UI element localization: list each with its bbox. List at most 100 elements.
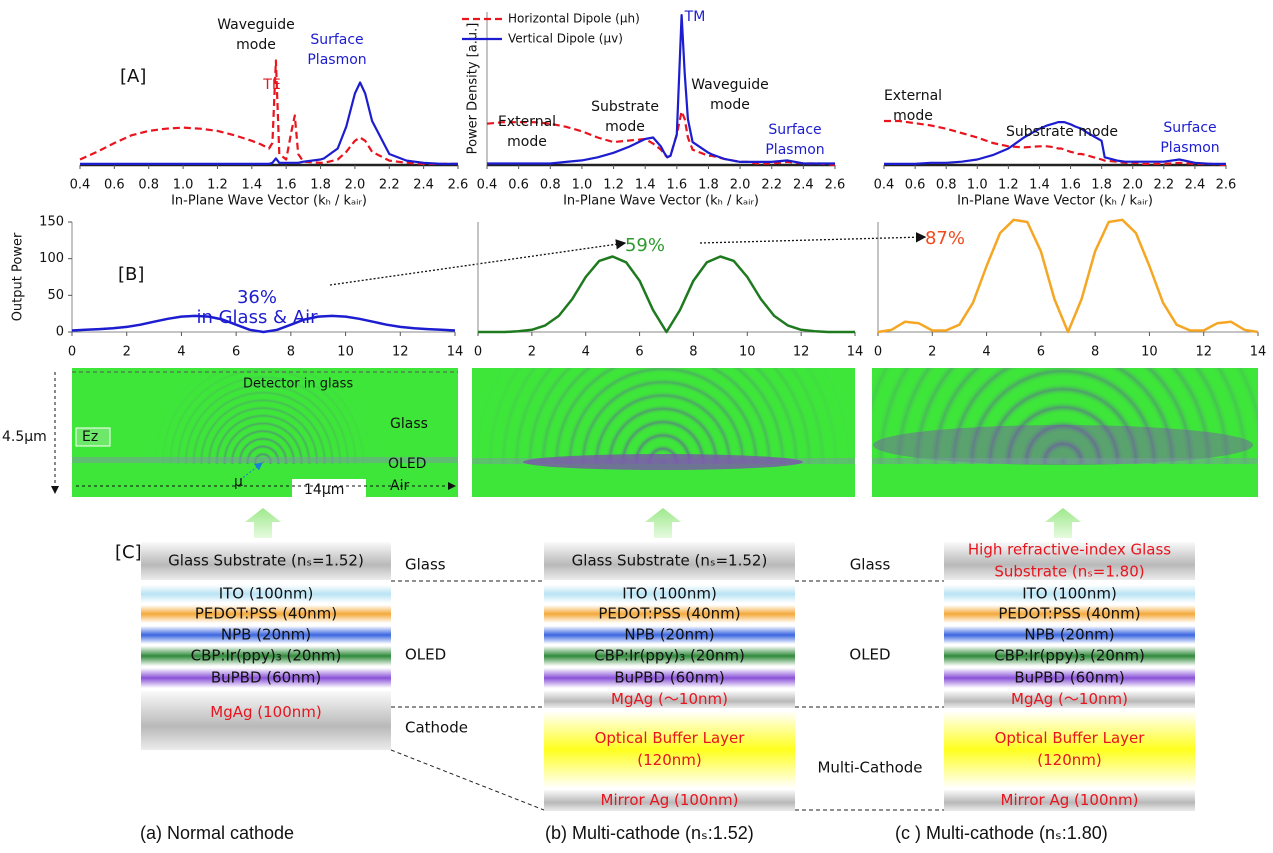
layer-label: ITO (100nm) — [1022, 585, 1117, 603]
annotation: External — [884, 88, 942, 104]
layer-label: PEDOT:PSS (40nm) — [998, 605, 1140, 623]
annotation: 59% — [625, 235, 665, 256]
annotation: Waveguide — [217, 17, 295, 33]
field-label: Detector in glass — [243, 377, 353, 392]
layer-label: Optical Buffer Layer — [595, 729, 746, 747]
x-tick-label: 1.8 — [1091, 178, 1112, 193]
layer-label: High refractive-index Glass — [968, 541, 1171, 559]
x-tick-label: 0.6 — [905, 178, 926, 193]
annotation: External — [498, 114, 556, 130]
annotation: Plasmon — [307, 52, 366, 68]
x-tick-label: 1.0 — [173, 178, 194, 193]
x-tick-label: 1.2 — [603, 178, 624, 193]
x-tick-label: 14 — [847, 345, 864, 360]
stack-label: Glass — [405, 556, 446, 574]
annotation: Surface — [1163, 120, 1216, 136]
layer-label: (120nm) — [1037, 751, 1101, 769]
layer-label: Substrate (nₛ=1.80) — [994, 563, 1144, 581]
layer-label: Mirror Ag (100nm) — [1001, 791, 1139, 809]
x-tick-label: 1.8 — [310, 178, 331, 193]
annotation: Substrate mode — [1006, 124, 1118, 140]
series-line — [80, 83, 458, 164]
field-label: Air — [390, 478, 409, 494]
stack-label: Cathode — [405, 719, 468, 737]
x-tick-label: 2.2 — [761, 178, 782, 193]
annotation: Surface — [768, 122, 821, 138]
layer-label: CBP:Ir(ppy)₃ (20nm) — [191, 647, 342, 665]
x-tick-label: 14 — [1250, 345, 1267, 360]
stack-label: Multi-Cathode — [817, 759, 922, 777]
caption: (a) Normal cathode — [140, 823, 294, 843]
x-tick-label: 2.2 — [1153, 178, 1174, 193]
x-tick-label: 1.6 — [276, 178, 297, 193]
layer-label: PEDOT:PSS (40nm) — [195, 605, 337, 623]
field-map: Detector in glass Glass Ez OLED Air µ 4.… — [2, 352, 458, 572]
up-arrow — [1045, 508, 1081, 538]
annotation: 87% — [925, 228, 965, 249]
layer — [944, 711, 1195, 788]
x-tick-label: 0.8 — [540, 178, 561, 193]
layer-label: NPB (20nm) — [624, 626, 714, 644]
layer-label: MgAg (～10nm) — [1011, 690, 1128, 708]
panel-label: [C] — [115, 542, 142, 563]
layer-label: MgAg (～10nm) — [611, 690, 728, 708]
layer-label: BuPBD (60nm) — [211, 669, 321, 687]
layer-label: BuPBD (60nm) — [1014, 669, 1124, 687]
x-tick-label: 2.6 — [448, 178, 469, 193]
x-axis-label: In-Plane Wave Vector (kₕ / kₐᵢᵣ) — [171, 194, 367, 209]
x-tick-label: 1.6 — [666, 178, 687, 193]
x-tick-label: 0.4 — [70, 178, 91, 193]
x-tick-label: 0 — [874, 345, 882, 360]
stack-label: OLED — [849, 646, 890, 664]
x-tick-label: 2.4 — [413, 178, 434, 193]
x-tick-label: 10 — [337, 345, 354, 360]
x-tick-label: 2.6 — [1216, 178, 1237, 193]
annotation: mode — [507, 134, 547, 150]
layer-label: CBP:Ir(ppy)₃ (20nm) — [594, 647, 745, 665]
annotation: mode — [710, 97, 750, 113]
x-tick-label: 0.6 — [508, 178, 529, 193]
up-arrow — [645, 508, 681, 538]
x-tick-label: 4 — [982, 345, 990, 360]
x-tick-label: 14 — [447, 345, 464, 360]
x-tick-label: 0.6 — [104, 178, 125, 193]
x-tick-label: 2.0 — [1122, 178, 1143, 193]
up-arrow — [245, 508, 281, 538]
annotation: TM — [684, 9, 706, 25]
layer-label: Glass Substrate (nₛ=1.52) — [572, 552, 768, 570]
x-tick-label: 1.2 — [998, 178, 1019, 193]
caption: (b) Multi-cathode (nₛ:1.52) — [545, 823, 754, 843]
y-axis-label: Output Power — [11, 232, 26, 321]
stack-label: OLED — [405, 646, 446, 664]
annotation: 36% — [237, 287, 277, 308]
x-tick-label: 0.4 — [874, 178, 895, 193]
layer — [544, 711, 795, 788]
annotation: Waveguide — [691, 77, 769, 93]
y-axis-label: Power Density [a.u.] — [466, 23, 481, 155]
legend-label: Vertical Dipole (µv) — [508, 32, 623, 46]
x-tick-label: 1.0 — [572, 178, 593, 193]
layer-label: Glass Substrate (nₛ=1.52) — [168, 552, 364, 570]
y-tick-label: 100 — [39, 251, 64, 266]
x-tick-label: 10 — [1141, 345, 1158, 360]
annotation: TE — [262, 77, 280, 93]
layer-label: (120nm) — [637, 751, 701, 769]
layer-label: NPB (20nm) — [1024, 626, 1114, 644]
x-tick-label: 2.2 — [379, 178, 400, 193]
layer-label: NPB (20nm) — [221, 626, 311, 644]
x-axis-label: In-Plane Wave Vector (kₕ / kₐᵢᵣ) — [563, 194, 759, 209]
x-tick-label: 1.2 — [207, 178, 228, 193]
x-tick-label: 0 — [474, 345, 482, 360]
figure: [A] [B] [C] Detector in glass Glass Ez O… — [0, 0, 1273, 853]
annotation: in Glass & Air — [196, 307, 318, 328]
x-tick-label: 2.0 — [345, 178, 366, 193]
field-label: 4.5µm — [2, 429, 47, 445]
field-label: Ez — [82, 429, 98, 445]
annotation: mode — [236, 37, 276, 53]
layer-label: ITO (100nm) — [622, 585, 717, 603]
annotation: mode — [605, 119, 645, 135]
annotation: mode — [893, 108, 933, 124]
x-tick-label: 8 — [1091, 345, 1099, 360]
panel-label: [B] — [118, 264, 144, 285]
x-tick-label: 2 — [928, 345, 936, 360]
